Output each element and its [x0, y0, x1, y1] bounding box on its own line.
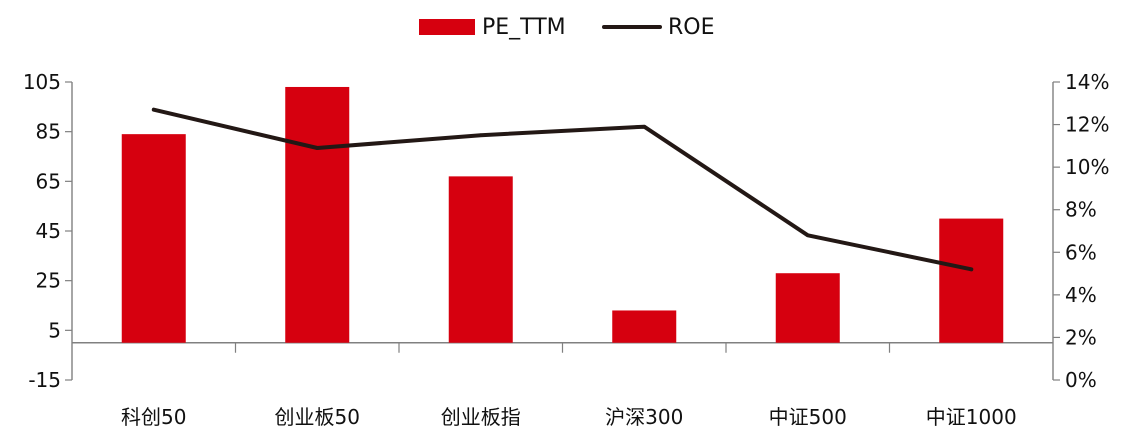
legend: PE_TTM ROE — [419, 15, 715, 40]
pe-ttm-bar — [939, 218, 1004, 343]
roe-point — [969, 267, 974, 272]
roe-line — [151, 107, 974, 272]
pe-ttm-bar — [285, 86, 350, 343]
y-left-tick-label: 65 — [36, 169, 61, 193]
x-category-label: 创业板50 — [275, 405, 360, 429]
y-right-tick-label: 12% — [1065, 113, 1109, 137]
pe-ttm-bar — [612, 310, 677, 343]
chart-axes — [65, 81, 1060, 381]
legend-pe-ttm-label: PE_TTM — [482, 15, 566, 40]
y-left-tick-label: 25 — [36, 269, 61, 293]
roe-point — [151, 107, 156, 112]
y-left-tick-label: -15 — [28, 368, 61, 392]
y-right-tick-label: 6% — [1065, 240, 1097, 264]
y-right-tick-label: 10% — [1065, 155, 1109, 179]
x-category-label: 中证1000 — [926, 405, 1017, 429]
x-category-label: 创业板指 — [441, 405, 521, 429]
y-left-tick-label: 105 — [23, 70, 61, 94]
x-category-label: 中证500 — [769, 405, 847, 429]
y-right-tick-label: 14% — [1065, 70, 1109, 94]
axis-labels: 105 85 65 45 25 5 -15 14% 12% 10% 8% 6% 4% 2% 0% 科创50 创业… — [23, 70, 1110, 429]
y-left-tick-label: 85 — [36, 120, 61, 144]
x-category-label: 科创50 — [121, 405, 186, 429]
pe-ttm-bar — [448, 176, 513, 343]
roe-point — [478, 133, 483, 138]
y-left-tick-label: 5 — [48, 318, 61, 342]
legend-pe-ttm-swatch — [419, 19, 475, 35]
pe-ttm-bar — [121, 134, 186, 343]
roe-point — [315, 146, 320, 150]
y-right-tick-label: 4% — [1065, 283, 1097, 307]
y-right-tick-label: 8% — [1065, 198, 1097, 222]
roe-point — [805, 233, 810, 238]
roe-point — [642, 124, 647, 129]
y-right-tick-label: 2% — [1065, 325, 1097, 349]
legend-roe-label: ROE — [668, 15, 715, 40]
line-series — [151, 107, 974, 272]
x-category-label: 沪深300 — [605, 405, 683, 429]
pe-ttm-bar — [775, 273, 840, 343]
bar-series — [121, 86, 1004, 343]
y-left-tick-label: 45 — [36, 219, 61, 243]
y-right-tick-label: 0% — [1065, 368, 1097, 392]
